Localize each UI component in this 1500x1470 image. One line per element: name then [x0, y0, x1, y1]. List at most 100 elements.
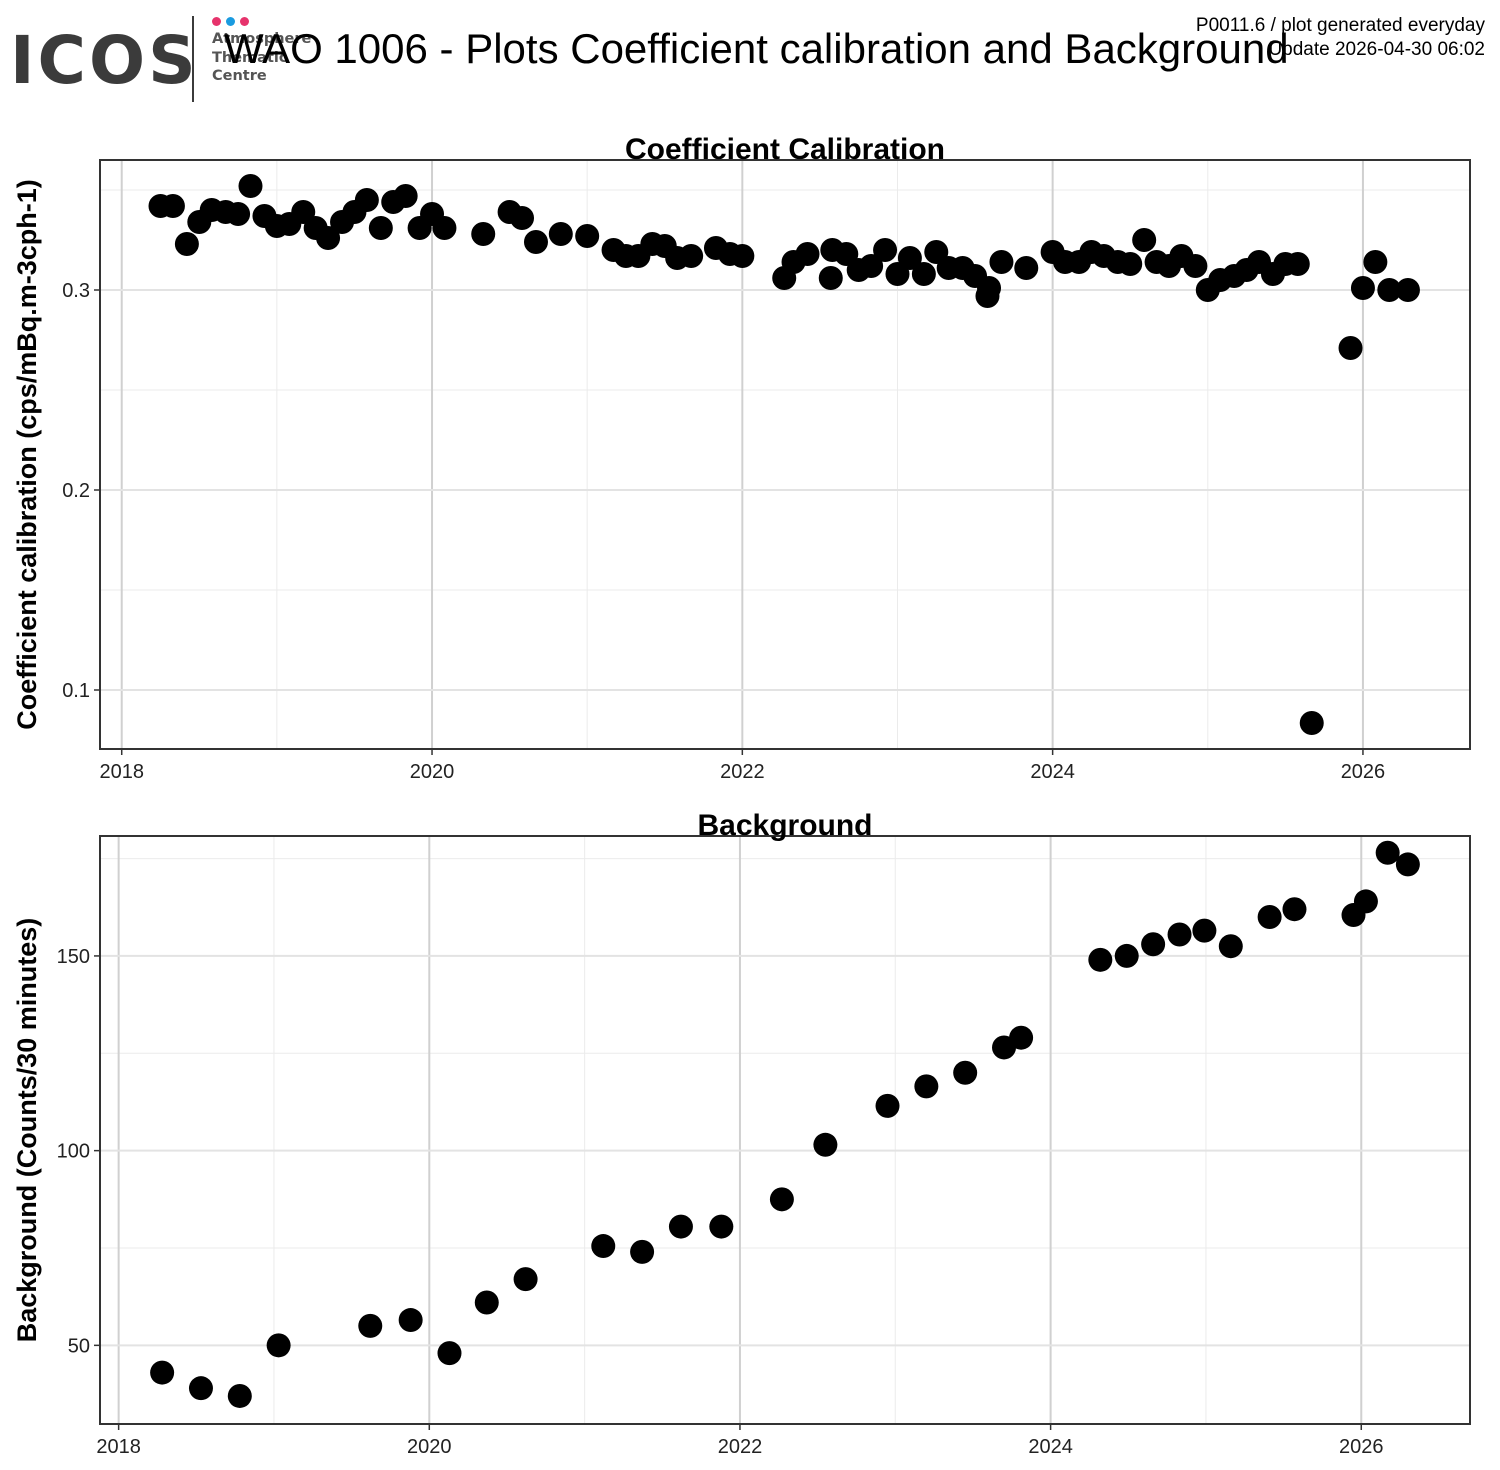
- data-point: [1167, 922, 1192, 947]
- data-point: [354, 188, 379, 212]
- data-point: [471, 222, 496, 246]
- icos-logo: ICOS Atmosphere Thematic Centre: [10, 14, 330, 106]
- y-tick-label: 50: [68, 1335, 90, 1357]
- y-tick-label: 100: [57, 1141, 90, 1163]
- data-point: [818, 266, 843, 290]
- data-point: [668, 1214, 693, 1239]
- data-point: [873, 238, 898, 262]
- y-axis-label: Background (Counts/30 minutes): [12, 918, 42, 1343]
- logo-tagline: Atmosphere Thematic Centre: [212, 30, 311, 86]
- data-point: [989, 250, 1014, 274]
- logo-dot: [240, 17, 249, 26]
- data-point: [1009, 1025, 1034, 1050]
- data-point: [795, 242, 820, 266]
- data-point: [393, 184, 418, 208]
- x-tick-label: 2022: [720, 761, 765, 783]
- data-point: [398, 1308, 423, 1333]
- x-tick-label: 2022: [718, 1436, 763, 1458]
- data-point: [316, 226, 341, 250]
- data-point: [432, 216, 457, 240]
- data-point: [1338, 336, 1363, 360]
- x-tick-label: 2018: [96, 1436, 141, 1458]
- data-point: [160, 194, 185, 218]
- y-axis-label: Coefficient calibration (cps/mBq.m-3cph-…: [12, 179, 42, 730]
- data-point: [474, 1290, 499, 1315]
- data-point: [1257, 904, 1282, 929]
- plot-border: [99, 835, 1471, 1425]
- data-point: [1282, 897, 1307, 922]
- data-point: [1395, 852, 1420, 877]
- data-point: [227, 1383, 252, 1408]
- data-point: [437, 1341, 462, 1366]
- x-tick-label: 2024: [1028, 1436, 1073, 1458]
- chart-title: Coefficient Calibration: [625, 133, 945, 166]
- data-point: [1395, 278, 1420, 302]
- data-point: [523, 230, 548, 254]
- data-point: [1132, 228, 1157, 252]
- data-point: [1141, 932, 1166, 957]
- x-tick-label: 2026: [1339, 1436, 1384, 1458]
- x-tick-label: 2026: [1341, 761, 1386, 783]
- data-point: [1363, 250, 1388, 274]
- data-point: [730, 244, 755, 268]
- y-tick-label: 0.1: [62, 680, 90, 702]
- data-point: [1285, 252, 1310, 276]
- page-title: WAO 1006 - Plots Coefficient calibration…: [224, 25, 1289, 72]
- logo-line: Atmosphere: [212, 31, 312, 47]
- y-tick-label: 150: [57, 946, 90, 968]
- data-point: [188, 1376, 213, 1401]
- data-point: [1192, 918, 1217, 943]
- x-tick-label: 2020: [407, 1436, 452, 1458]
- data-point: [914, 1074, 939, 1099]
- y-tick-label: 0.3: [62, 280, 90, 302]
- x-tick-label: 2024: [1030, 761, 1075, 783]
- data-point: [977, 276, 1002, 300]
- logo-line: Centre: [212, 68, 267, 84]
- meta-line-update: Update 2026-04-30 06:02: [1268, 39, 1485, 60]
- chart-panel-1: 2018 2020 2022 2024 2026 0.1 0.2 0.3 Coefficient…: [12, 133, 1471, 783]
- data-point: [953, 1060, 978, 1085]
- logo-dot: [226, 17, 235, 26]
- data-point: [1350, 276, 1375, 300]
- data-point: [630, 1239, 655, 1264]
- data-point: [875, 1093, 900, 1118]
- data-point: [513, 1267, 538, 1292]
- logo-divider: [192, 16, 194, 102]
- x-tick-label: 2018: [99, 761, 144, 783]
- logo-wordmark: ICOS: [10, 22, 199, 99]
- data-point: [1218, 934, 1243, 959]
- data-point: [1114, 943, 1139, 968]
- data-point: [266, 1333, 291, 1358]
- chart-panel-2: 2018 2020 2022 2024 2026 50 100 150 Background Ba…: [12, 809, 1471, 1458]
- data-point: [1014, 256, 1039, 280]
- plot-area: [100, 160, 1470, 749]
- data-point: [226, 202, 251, 226]
- data-point: [859, 254, 884, 278]
- meta-line-product: P0011.6 / plot generated everyday: [1195, 15, 1485, 36]
- data-point: [1377, 278, 1402, 302]
- data-point: [358, 1313, 383, 1338]
- data-point: [238, 174, 263, 198]
- data-point: [1118, 252, 1143, 276]
- data-point: [911, 262, 936, 286]
- data-point: [769, 1187, 794, 1212]
- data-point: [591, 1234, 616, 1259]
- data-point: [1183, 254, 1208, 278]
- data-point: [897, 246, 922, 270]
- y-tick-label: 0.2: [62, 480, 90, 502]
- data-point: [709, 1214, 734, 1239]
- data-point: [1299, 711, 1324, 735]
- data-point: [813, 1132, 838, 1157]
- data-point: [510, 206, 535, 230]
- plot-border: [99, 159, 1471, 750]
- data-point: [679, 244, 704, 268]
- data-point: [368, 216, 393, 240]
- data-point: [1088, 947, 1113, 972]
- data-point: [1375, 840, 1400, 865]
- data-point: [575, 224, 600, 248]
- chart-title: Background: [697, 809, 872, 842]
- data-point: [1353, 889, 1378, 914]
- plot-meta: P0011.6 / plot generated everyday Update…: [1196, 14, 1485, 62]
- x-tick-label: 2020: [410, 761, 455, 783]
